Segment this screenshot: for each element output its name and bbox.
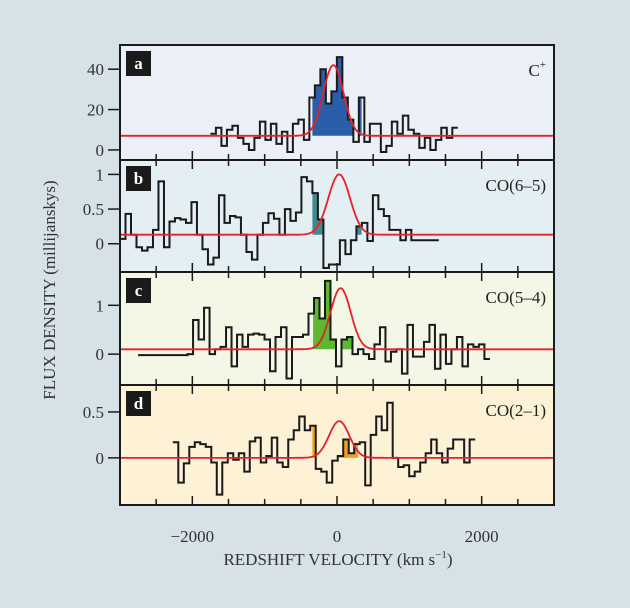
signal-fill (313, 280, 353, 350)
x-tick-label: −2000 (171, 527, 215, 546)
panel-tag-box (126, 391, 151, 416)
histogram-series (172, 401, 476, 496)
x-axis-title-close: ) (447, 550, 453, 569)
y-tick-label: 0 (96, 235, 105, 254)
signal-fill (312, 57, 362, 136)
panel-plot-area (120, 401, 554, 496)
gaussian-fit-line (120, 287, 554, 351)
y-tick-label: 0.5 (83, 200, 104, 219)
panel-tag-box (126, 278, 151, 303)
gaussian-fit-line (120, 173, 554, 236)
y-tick-label: 0 (96, 141, 105, 160)
species-name: CO(2–1) (486, 401, 546, 420)
panel-tag-box (126, 51, 151, 76)
panel-tag-label: c (135, 281, 143, 300)
species-name: C (528, 61, 539, 80)
panel-d: 0 0.5 d CO(2–1) (83, 384, 555, 506)
species-name: CO(6–5) (486, 176, 546, 195)
panel-tag-label: d (134, 394, 144, 413)
species-label: C+ (528, 59, 546, 80)
x-tick-label: 0 (333, 527, 342, 546)
panel-plot-area (120, 173, 554, 269)
x-axis: −2000 0 2000 (171, 527, 499, 546)
gaussian-fit-line (120, 420, 554, 459)
y-tick-label: 0 (96, 345, 105, 364)
panel-tag-label: a (134, 54, 143, 73)
species-label: CO(2–1) (486, 401, 546, 420)
y-tick-label: 20 (87, 101, 104, 120)
x-axis-title: REDSHIFT VELOCITY (km s−1) (223, 549, 452, 569)
panel-b: 0 0.5 1 b CO(6–5) (83, 159, 555, 273)
panel-plot-area (120, 279, 554, 380)
panel-c: 0 1 c CO(5–4) (96, 271, 555, 386)
panel-background (120, 385, 554, 505)
y-tick-label: 0.5 (83, 403, 104, 422)
species-name: CO(5–4) (486, 288, 546, 307)
species-label: CO(5–4) (486, 288, 546, 307)
panel-tag-box (126, 166, 151, 191)
species-label: CO(6–5) (486, 176, 546, 195)
panel-tag-label: b (134, 169, 143, 188)
y-tick-label: 40 (87, 60, 104, 79)
histogram-series (120, 176, 439, 269)
y-axis-title: FLUX DENSITY (millijanskys) (40, 180, 59, 399)
histogram-series (210, 56, 458, 153)
panel-frame (119, 384, 555, 506)
y-tick-label: 1 (96, 165, 105, 184)
y-tick-label: 0 (96, 449, 105, 468)
signal-fill (312, 425, 358, 458)
x-axis-title-sup: −1 (435, 549, 447, 561)
x-axis-title-main: REDSHIFT VELOCITY (km s (223, 550, 435, 569)
gaussian-fit-line (120, 64, 554, 137)
panel-a: 0 20 40 a C+ (87, 44, 555, 161)
histogram-series (138, 279, 490, 380)
x-tick-label: 2000 (465, 527, 499, 546)
species-superscript: + (540, 59, 546, 71)
y-tick-label: 1 (96, 296, 105, 315)
panel-plot-area (120, 56, 554, 153)
